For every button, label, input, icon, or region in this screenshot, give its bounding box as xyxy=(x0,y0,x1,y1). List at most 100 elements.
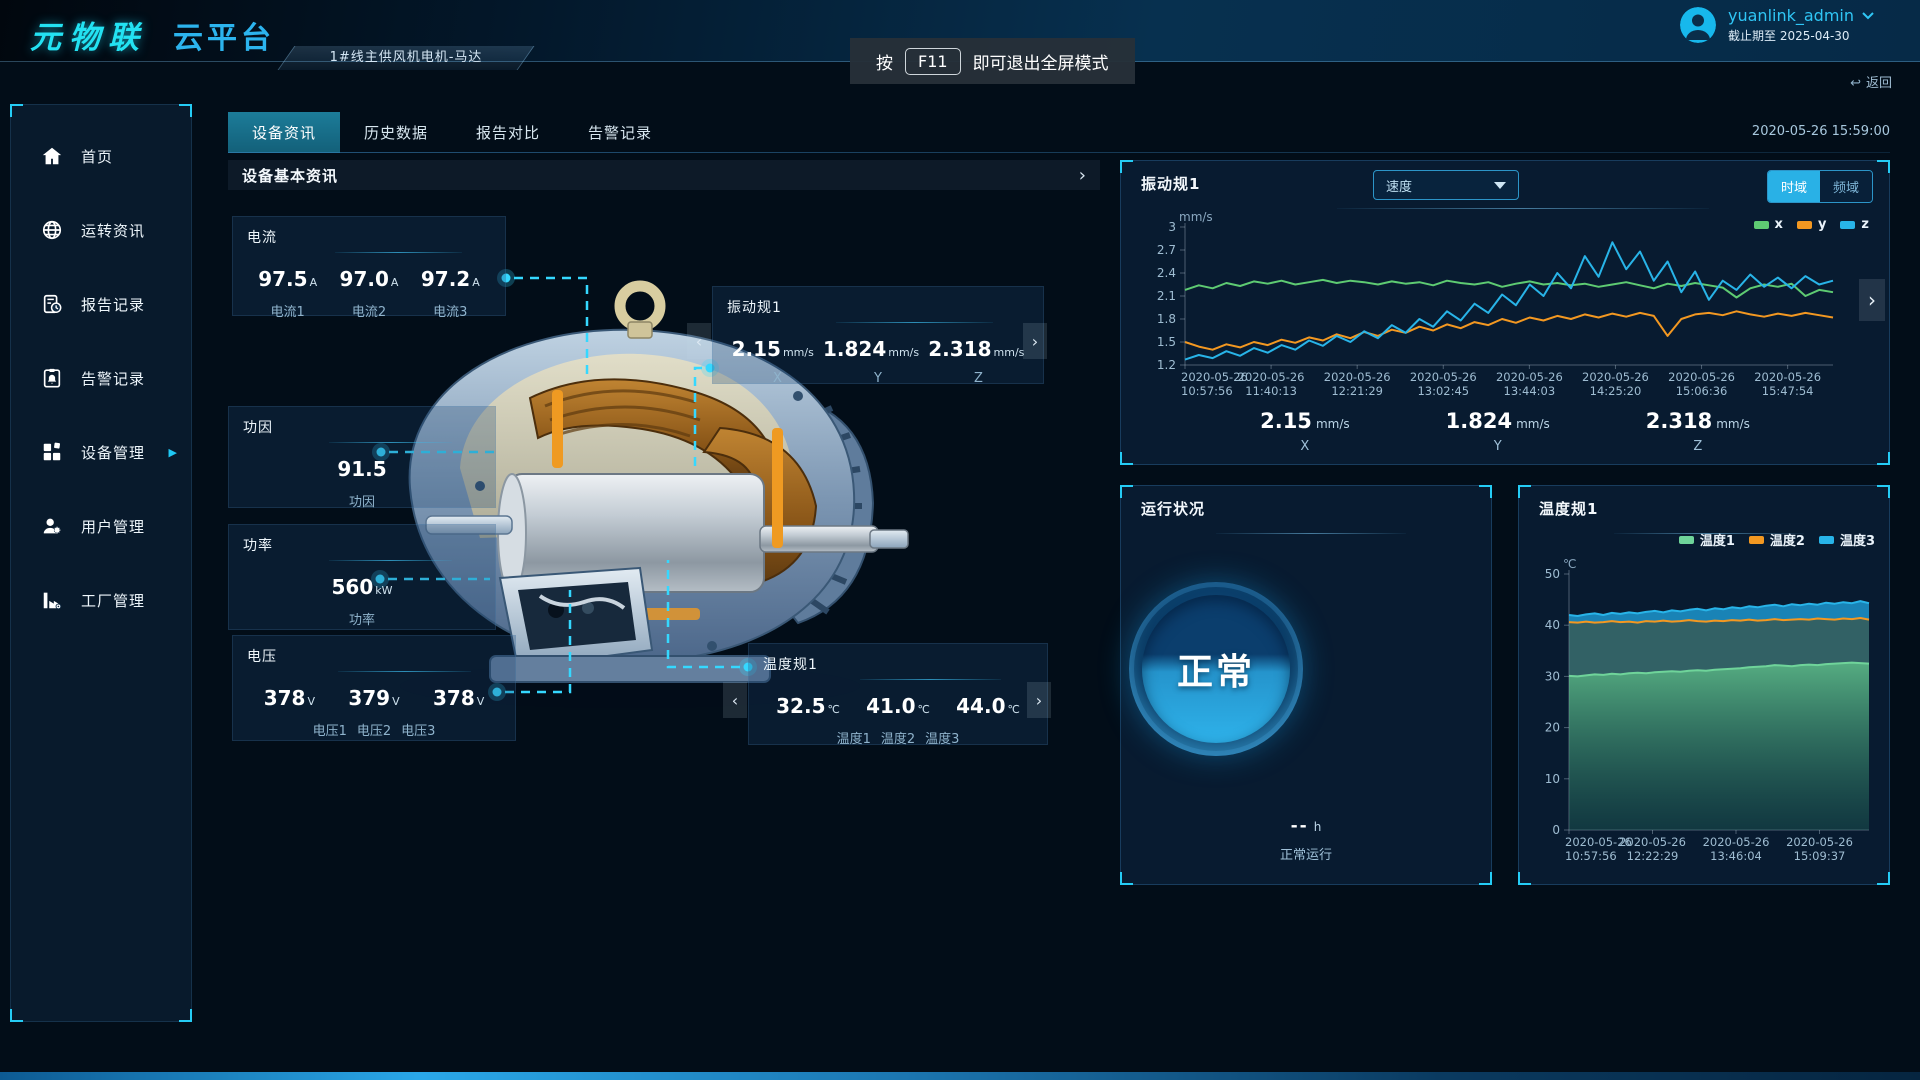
svg-text:50: 50 xyxy=(1545,567,1560,581)
divider xyxy=(228,152,1890,153)
divider xyxy=(835,322,993,323)
divider xyxy=(338,671,471,672)
legend-item-temp3[interactable]: 温度3 xyxy=(1818,530,1875,549)
tab-report-compare[interactable]: 报告对比 xyxy=(476,124,541,142)
app-logo: 元物联 云平台 xyxy=(30,12,275,57)
chevron-down-icon xyxy=(1862,11,1874,19)
next-arrow-button[interactable]: › xyxy=(1027,682,1051,718)
temperature-gauge-panel: 温度规1 温度1 温度2 温度3 ℃ 0 10 20 30 40 50 2020-05-26 1… xyxy=(1518,485,1890,885)
stat-z-value: 2.318 xyxy=(1645,409,1713,433)
temp3-value: 44.0 xyxy=(956,694,1006,718)
voltage1-value: 378 xyxy=(263,686,306,710)
power-callout: 功率 560 kW 功率 xyxy=(228,524,496,630)
legend-item-y[interactable]: y xyxy=(1796,217,1826,232)
vib-y-value: 1.824 xyxy=(822,337,887,361)
corner-accent xyxy=(1120,485,1133,498)
running-caption: 正常运行 xyxy=(1279,848,1332,863)
svg-text:2.1: 2.1 xyxy=(1157,289,1176,303)
stat-x-value: 2.15 xyxy=(1260,409,1312,433)
device-panel-title: 设备基本资讯 xyxy=(242,166,339,185)
running-status-panel: 运行状况 正常 -- h 正常运行 xyxy=(1120,485,1492,885)
vibration-line-chart[interactable]: mm/s 1.2 1.5 1.8 2.1 2.4 2.7 3 2020-05-26 10:57:5… xyxy=(1135,210,1849,409)
power-factor-value: 91.5 xyxy=(337,457,387,481)
fullscreen-toast: 按 F11 即可退出全屏模式 xyxy=(850,38,1135,84)
vibration-gauge-panel: 振动规1 速度 时域 频域 x y z mm/s 1.2 1.5 1.8 2.1 2.4 2… xyxy=(1120,160,1890,465)
divider xyxy=(328,442,453,443)
power-factor-callout: 功因 91.5 功因 xyxy=(228,406,496,510)
svg-text:1.2: 1.2 xyxy=(1157,358,1176,372)
legend-swatch xyxy=(1678,535,1694,544)
tab-history-data[interactable]: 历史数据 xyxy=(364,124,429,142)
report-clock-icon xyxy=(41,293,63,315)
corner-accent xyxy=(1479,872,1492,885)
sidebar-item-user-management[interactable]: 用户管理 xyxy=(11,489,191,563)
divider xyxy=(328,560,453,561)
chart-next-button[interactable]: › xyxy=(1859,279,1885,321)
chevron-right-icon[interactable]: › xyxy=(1078,164,1086,186)
legend-swatch xyxy=(1748,535,1764,544)
sidebar-item-factory-management[interactable]: 工厂管理 xyxy=(11,563,191,637)
expand-arrow-icon[interactable]: ▶ xyxy=(168,445,177,459)
temperature-area-chart[interactable]: ℃ 0 10 20 30 40 50 2020-05-26 10:57:56 2020-05-26… xyxy=(1527,550,1883,876)
callout-title: 功因 xyxy=(243,420,273,436)
svg-text:40: 40 xyxy=(1545,618,1560,632)
svg-text:10: 10 xyxy=(1545,772,1560,786)
tab-bar: 设备资讯 历史数据 报告对比 告警记录 xyxy=(228,112,676,153)
corner-accent xyxy=(1518,485,1531,498)
sidebar: 首页 运转资讯 报告记录 告警记录 设备管理 ▶ 用户管理 xyxy=(10,104,192,1022)
corner-accent xyxy=(1877,452,1890,465)
current-callout: 电流 97.5 A 97.0 A 97.2 A 电流1 电流2 电流3 xyxy=(232,216,506,320)
time-domain-button[interactable]: 时域 xyxy=(1767,171,1820,202)
temp1-value: 32.5 xyxy=(776,694,826,718)
legend-item-temp1[interactable]: 温度1 xyxy=(1678,530,1735,549)
corner-accent xyxy=(179,104,192,117)
current-datetime: 2020-05-26 15:59:00 xyxy=(1751,124,1890,139)
user-name[interactable]: yuanlink_admin xyxy=(1728,6,1874,25)
divider xyxy=(860,679,1001,680)
prev-arrow-button[interactable]: ‹ xyxy=(723,682,747,718)
legend-swatch xyxy=(1796,220,1812,229)
next-arrow-button[interactable]: › xyxy=(1023,323,1047,359)
tab-alarm-records[interactable]: 告警记录 xyxy=(588,124,653,142)
callout-title: 振动规1 xyxy=(727,300,782,316)
corner-accent xyxy=(10,1009,23,1022)
current1-value: 97.5 xyxy=(258,267,308,291)
vib-z-value: 2.318 xyxy=(928,337,992,361)
divider xyxy=(334,252,462,253)
callout-title: 温度规1 xyxy=(763,657,818,673)
device-basic-info-panel: 设备基本资讯 › xyxy=(228,160,1100,1062)
sidebar-item-report-records[interactable]: 报告记录 xyxy=(11,267,191,341)
corner-accent xyxy=(1518,872,1531,885)
divider xyxy=(1614,533,1804,534)
sidebar-item-home[interactable]: 首页 xyxy=(11,119,191,193)
callout-title: 功率 xyxy=(243,538,273,554)
svg-text:2.7: 2.7 xyxy=(1157,243,1176,257)
current3-value: 97.2 xyxy=(420,267,471,291)
corner-accent xyxy=(1877,160,1890,173)
temperature-legend: 温度1 温度2 温度3 xyxy=(1678,530,1875,549)
corner-accent xyxy=(1120,160,1133,173)
prev-arrow-button[interactable]: ‹ xyxy=(687,323,711,359)
devices-grid-icon xyxy=(41,441,63,463)
legend-item-z[interactable]: z xyxy=(1840,217,1869,232)
svg-text:3: 3 xyxy=(1168,220,1176,234)
legend-item-x[interactable]: x xyxy=(1753,217,1783,232)
svg-text:20: 20 xyxy=(1545,721,1560,735)
frequency-domain-button[interactable]: 频域 xyxy=(1819,171,1872,202)
tab-device-info[interactable]: 设备资讯 xyxy=(228,112,341,153)
measure-type-dropdown[interactable]: 速度 xyxy=(1373,170,1519,200)
bottom-accent-bar xyxy=(0,1072,1920,1080)
legend-item-temp2[interactable]: 温度2 xyxy=(1748,530,1805,549)
sidebar-item-operation-info[interactable]: 运转资讯 xyxy=(11,193,191,267)
user-avatar-icon xyxy=(1680,7,1717,43)
user-menu[interactable]: yuanlink_admin 截止期至 2025-04-30 xyxy=(1680,6,1874,44)
svg-text:mm/s: mm/s xyxy=(1179,211,1213,224)
chevron-down-icon xyxy=(1494,181,1506,189)
sidebar-item-device-management[interactable]: 设备管理 ▶ xyxy=(11,415,191,489)
sidebar-item-alarm-records[interactable]: 告警记录 xyxy=(11,341,191,415)
back-button[interactable]: ↩ 返回 xyxy=(1850,76,1892,91)
panel-title: 运行状况 xyxy=(1141,500,1206,518)
